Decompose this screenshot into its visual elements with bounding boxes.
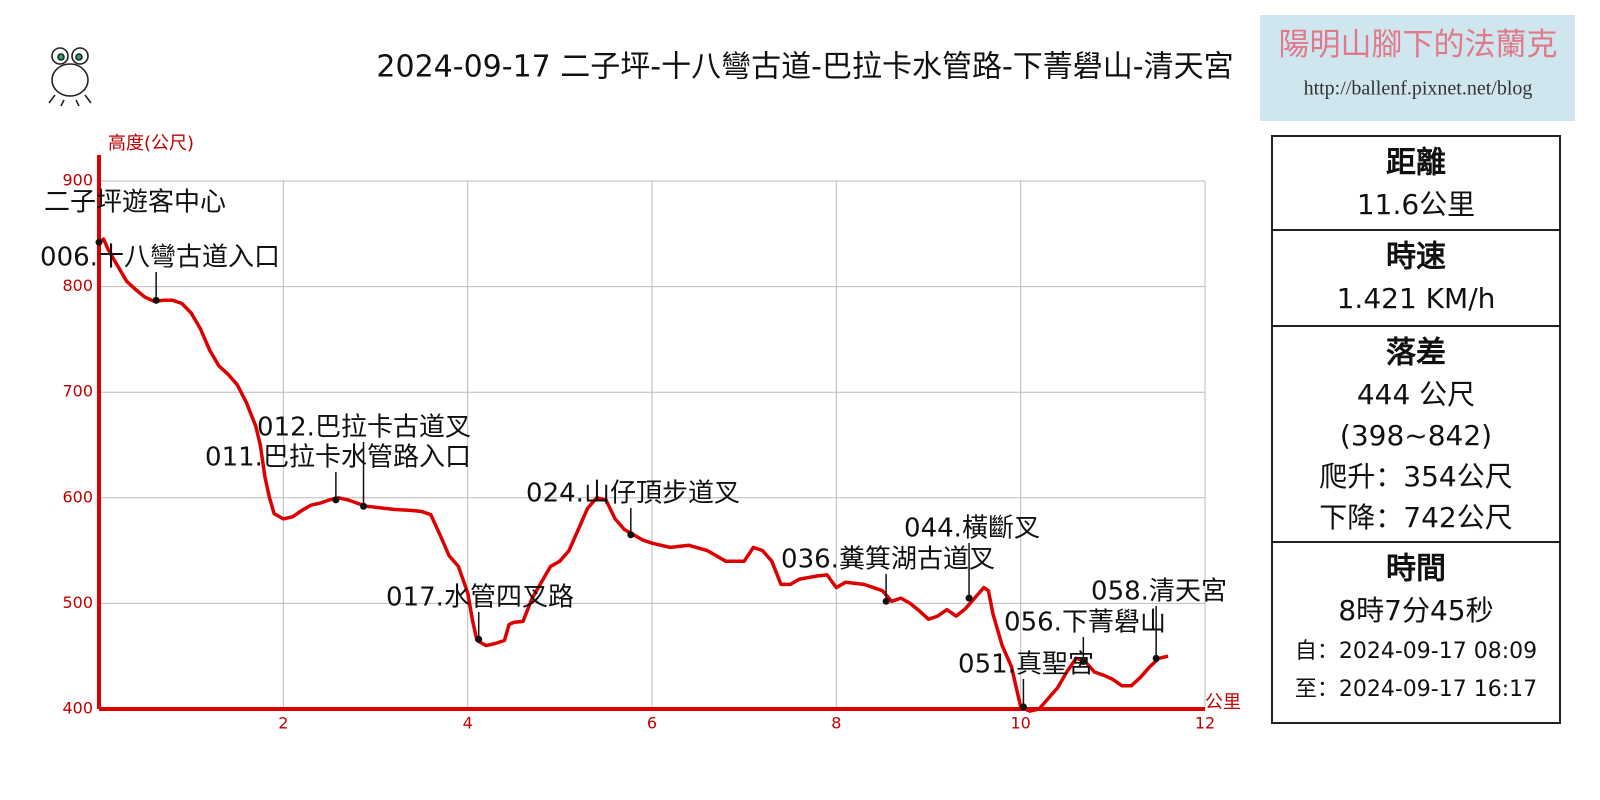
y-tick-label: 600	[62, 487, 93, 506]
y-tick-label: 800	[62, 276, 93, 295]
x-tick-label: 4	[463, 714, 473, 733]
waypoint	[965, 594, 973, 602]
stat-heading: 時間	[1386, 552, 1446, 587]
waypoint-label: 051.真聖宮	[958, 650, 1094, 680]
y-tick-label: 500	[62, 593, 93, 612]
waypoint-label: 012.巴拉卡古道叉	[257, 413, 471, 443]
stat-line: (398~842)	[1340, 419, 1492, 452]
chart-title: 2024-09-17 二子坪-十八彎古道-巴拉卡水管路-下菁礐山-清天宮	[376, 50, 1233, 85]
y-tick-label: 400	[62, 699, 93, 718]
waypoint	[1152, 654, 1160, 662]
waypoint	[332, 496, 340, 504]
waypoint-label: 044.橫斷叉	[904, 514, 1040, 544]
elevation-line	[98, 237, 1169, 713]
waypoint-label: 011.巴拉卡水管路入口	[205, 443, 471, 473]
x-tick-label: 6	[647, 714, 657, 733]
waypoint-label: 056.下菁礐山	[1004, 608, 1166, 638]
waypoint-label: 017.水管四叉路	[386, 583, 574, 613]
y-tick-label: 900	[62, 171, 93, 190]
stat-heading: 距離	[1386, 146, 1446, 181]
stat-line: 8時7分45秒	[1338, 594, 1493, 627]
x-axis-label: 公里	[1205, 692, 1241, 713]
waypoint	[360, 502, 368, 510]
waypoint-label: 058.清天宮	[1091, 577, 1227, 607]
y-tick-label: 700	[62, 382, 93, 401]
x-tick-label: 8	[831, 714, 841, 733]
stat-line: 1.421 KM/h	[1337, 282, 1496, 315]
stat-line: 444 公尺	[1357, 378, 1475, 411]
brand-box	[1260, 15, 1575, 121]
waypoint	[1079, 657, 1087, 665]
waypoint-label: 036.糞箕湖古道叉	[781, 545, 995, 575]
stats-panel	[1271, 135, 1561, 724]
waypoint	[95, 238, 103, 246]
waypoint-label: 二子坪遊客中心	[44, 188, 226, 218]
waypoint-label: 006.十八彎古道入口	[40, 243, 280, 273]
brand-name: 陽明山腳下的法蘭克	[1279, 27, 1558, 62]
stat-line: 11.6公里	[1357, 188, 1475, 221]
stat-heading: 時速	[1386, 240, 1446, 275]
stat-line: 自：2024-09-17 08:09	[1295, 639, 1537, 664]
waypoint	[475, 635, 483, 643]
waypoint	[627, 531, 635, 539]
brand-url: http://ballenf.pixnet.net/blog	[1304, 78, 1533, 100]
x-tick-label: 12	[1195, 714, 1215, 733]
waypoint	[1019, 703, 1027, 711]
x-tick-label: 10	[1010, 714, 1030, 733]
y-axis-label: 高度(公尺)	[108, 133, 194, 154]
stat-line: 爬升：354公尺	[1319, 460, 1512, 493]
stat-heading: 落差	[1386, 336, 1446, 371]
waypoint	[882, 597, 890, 605]
stat-line: 下降：742公尺	[1319, 501, 1512, 534]
x-tick-label: 2	[278, 714, 288, 733]
stat-line: 至：2024-09-17 16:17	[1295, 677, 1537, 702]
waypoint	[152, 296, 160, 304]
waypoint-label: 024.山仔頂步道叉	[526, 479, 740, 509]
frog-icon	[48, 47, 92, 107]
